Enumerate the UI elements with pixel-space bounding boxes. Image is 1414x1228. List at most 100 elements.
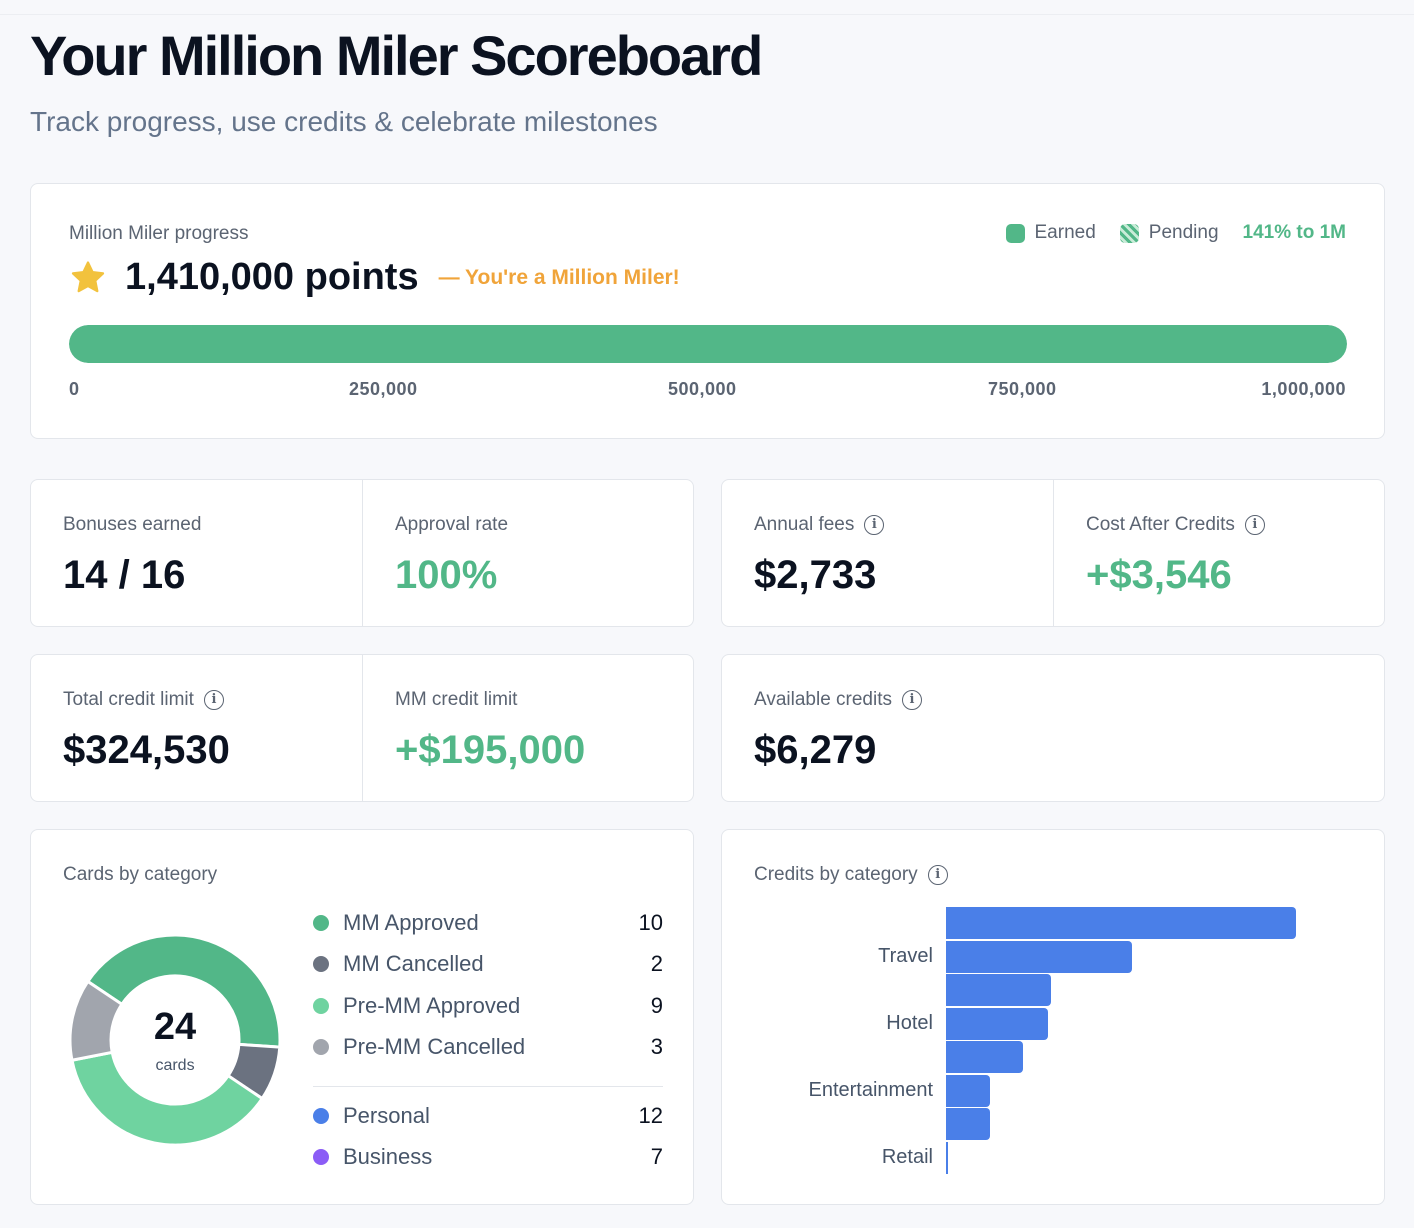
tick-label: 1,000,000 [1261,379,1346,399]
mm-limit-value: +$195,000 [395,728,586,772]
mm-limit-cell: MM credit limit +$195,000 [363,655,695,801]
legend-count: 7 [650,1144,663,1169]
legend-item-mm-approved: MM Approved 10 [313,910,663,936]
donut-center-count: 24 [153,1006,197,1048]
legend-divider [313,1086,663,1087]
legend-label: Personal [343,1103,430,1128]
progress-percent: 141% to 1M [1242,222,1346,243]
available-label-row: Available credits i [754,688,1354,712]
approval-label: Approval rate [395,514,509,535]
legend-label: Business [343,1144,433,1169]
legend-item-business: Business 7 [313,1144,663,1170]
legend-dot [313,1108,329,1124]
divider [1053,480,1054,626]
stats-card-fees: Annual fees i $2,733 Cost After Credits i … [721,479,1385,627]
top-divider [0,14,1414,15]
credit-limit-cell: Total credit limit i $324,530 [31,655,363,801]
cards-by-category-title: Cards by category [63,864,218,885]
legend-label: Pre-MM Cancelled [343,1034,526,1059]
approval-value: 100% [395,553,498,597]
bonuses-value: 14 / 16 [63,553,186,597]
fees-label-row: Annual fees i [754,513,1022,537]
stats-card-credit-limit: Total credit limit i $324,530 MM credit l… [30,654,694,802]
credit-limit-label: Total credit limit [63,689,194,710]
star-icon [71,260,105,292]
credits-by-category-card: Credits by category i Travel Hotel Enter… [721,829,1385,1205]
info-icon[interactable]: i [1244,515,1265,535]
credit-limit-label-row: Total credit limit i [63,688,331,712]
legend-dot [313,1149,329,1165]
cost-cell: Cost After Credits i +$3,546 [1054,480,1386,626]
available-label: Available credits [754,689,893,710]
divider [362,480,363,626]
legend-label: MM Cancelled [343,951,484,976]
fees-label: Annual fees [754,514,855,535]
pending-swatch [1119,223,1139,243]
bonuses-label: Bonuses earned [63,514,202,535]
page-subtitle: Track progress, use credits & celebrate … [30,106,658,137]
info-icon[interactable]: i [203,690,224,710]
donut-center-label: cards [155,1057,195,1074]
donut-slice-mm-approved [85,933,282,1049]
bonuses-cell: Bonuses earned 14 / 16 [31,480,363,626]
bar-category-label: Hotel [886,1012,933,1034]
legend-item-mm-cancelled: MM Cancelled 2 [313,951,663,977]
milestone-message: — You're a Million Miler! [438,265,680,289]
cards-donut-chart [68,933,282,1147]
fees-cell: Annual fees i $2,733 [722,480,1054,626]
approval-cell: Approval rate 100% [363,480,695,626]
info-icon[interactable]: i [927,865,948,885]
progress-legend: Earned Pending 141% to 1M [1005,222,1346,244]
legend-earned: Earned [1034,222,1096,243]
legend-item-pre-mm-cancelled: Pre-MM Cancelled 3 [313,1034,663,1060]
credit-bar [946,974,1051,1006]
progress-headline: 1,410,000 points — You're a Million Mile… [69,256,680,299]
cost-label: Cost After Credits [1086,514,1235,535]
legend-dot [313,956,329,972]
credit-bar [946,1108,990,1140]
legend-pending: Pending [1148,222,1219,243]
points-total: 1,410,000 points [125,256,419,298]
progress-card: Million Miler progress 1,410,000 points … [30,183,1385,439]
legend-count: 3 [650,1034,663,1059]
credit-bar [946,1141,948,1174]
bar-category-label: Entertainment [808,1079,933,1101]
tick-label: 750,000 [988,379,1057,399]
legend-item-pre-mm-approved: Pre-MM Approved 9 [313,993,663,1019]
legend-count: 12 [638,1103,663,1128]
page-title: Your Million Miler Scoreboard [30,24,763,87]
cost-value: +$3,546 [1086,553,1232,597]
credit-bar [946,1007,1048,1040]
legend-label: Pre-MM Approved [343,993,521,1018]
tick-label: 500,000 [668,379,737,399]
cards-by-category-card: Cards by category 24 cards MM Approved 1… [30,829,694,1205]
tick-label: 0 [69,379,80,399]
legend-dot [313,998,329,1014]
info-icon[interactable]: i [902,690,923,710]
donut-slice-pre-mm-cancelled [68,979,124,1062]
legend-count: 10 [638,910,663,935]
legend-count: 2 [650,951,663,976]
cost-label-row: Cost After Credits i [1086,513,1354,537]
mm-limit-label: MM credit limit [395,689,518,710]
legend-dot [313,1039,329,1055]
stats-card-bonuses: Bonuses earned 14 / 16 Approval rate 100… [30,479,694,627]
stats-card-available: Available credits i $6,279 [721,654,1385,802]
credit-bar [946,1041,1023,1073]
earned-swatch [1005,223,1025,243]
progress-track [69,325,1347,363]
credits-bar-chart [722,830,1386,1206]
legend-label: MM Approved [343,910,479,935]
available-value: $6,279 [754,728,877,772]
credit-bar [946,907,1296,939]
info-icon[interactable]: i [864,515,885,535]
legend-item-personal: Personal 12 [313,1103,663,1129]
progress-fill [69,325,1347,363]
donut-slice-pre-mm-approved [70,1050,265,1147]
legend-count: 9 [650,993,663,1018]
credit-bar [946,1074,990,1107]
divider [362,655,363,801]
legend-dot [313,915,329,931]
fees-value: $2,733 [754,553,877,597]
credit-bar [946,940,1132,973]
